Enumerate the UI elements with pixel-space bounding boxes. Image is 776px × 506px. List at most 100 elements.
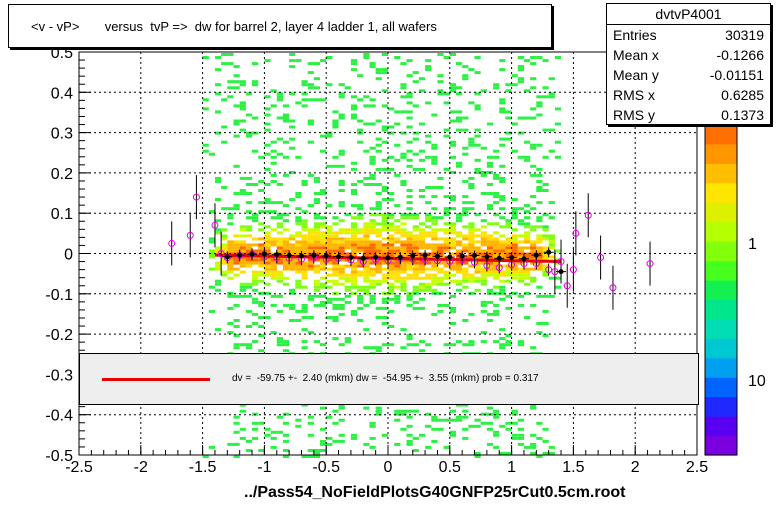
heatmap-cell [326, 297, 333, 301]
heatmap-cell [375, 346, 382, 350]
x-axis-title: ../Pass54_NoFieldPlotsG40GNFP25rCut0.5cm… [244, 484, 626, 501]
heatmap-cell [443, 445, 450, 449]
heatmap-cell [406, 249, 413, 253]
heatmap-cell [400, 270, 407, 274]
heatmap-cell [394, 225, 401, 229]
heatmap-cell [369, 267, 376, 271]
heatmap-cell [363, 288, 370, 292]
heatmap-cell [443, 101, 450, 105]
heatmap-cell [462, 243, 469, 247]
heatmap-cell [437, 186, 444, 189]
heatmap-cell [406, 439, 413, 443]
heatmap-cell [332, 267, 339, 271]
heatmap-cell [548, 77, 555, 81]
heatmap-cell [375, 228, 382, 232]
heatmap-cell [338, 282, 345, 286]
heatmap-cell [511, 409, 518, 413]
black-point [410, 253, 416, 259]
heatmap-cell [425, 213, 432, 217]
heatmap-cell [369, 98, 376, 102]
heatmap-cell [375, 167, 382, 171]
heatmap-cell [332, 231, 339, 235]
heatmap-cell [301, 306, 308, 310]
heatmap-cell [462, 273, 469, 277]
heatmap-cell [208, 152, 215, 156]
heatmap-cell [437, 270, 444, 274]
heatmap-cell [326, 240, 333, 244]
heatmap-cell [412, 80, 419, 84]
heatmap-cell [338, 240, 345, 244]
heatmap-cell [332, 237, 339, 241]
heatmap-cell [394, 240, 401, 244]
heatmap-cell [536, 180, 543, 183]
heatmap-cell [301, 222, 308, 226]
heatmap-cell [406, 334, 413, 338]
heatmap-cell [245, 183, 253, 186]
heatmap-cell [431, 207, 438, 211]
heatmap-cell [486, 183, 494, 186]
heatmap-cell [252, 288, 259, 292]
heatmap-cell [375, 264, 382, 268]
heatmap-cell [215, 282, 222, 286]
heatmap-cell [270, 237, 277, 241]
heatmap-cell [542, 234, 549, 238]
heatmap-cell [258, 421, 265, 425]
heatmap-cell [381, 53, 388, 56]
heatmap-cell [530, 346, 537, 350]
heatmap-cell [295, 59, 302, 63]
heatmap-cell [369, 240, 376, 244]
heatmap-cell [505, 83, 512, 87]
heatmap-cell [388, 309, 395, 313]
heatmap-cell [449, 267, 456, 271]
heatmap-cell [357, 128, 364, 132]
heatmap-cell [449, 430, 456, 434]
heatmap-cell [320, 276, 327, 280]
heatmap-cell [437, 243, 444, 247]
heatmap-cell [313, 294, 320, 298]
heatmap-cell [474, 424, 481, 428]
heatmap-cell [486, 240, 494, 244]
heatmap-cell [350, 276, 358, 280]
heatmap-cell [295, 195, 302, 199]
heatmap-cell [282, 349, 290, 353]
heatmap-cell [357, 140, 364, 144]
chart-title-box: <v - vP> versus tvP => dw for barrel 2, … [8, 4, 552, 48]
heatmap-cell [221, 261, 228, 265]
heatmap-cell [338, 249, 345, 253]
heatmap-cell [326, 279, 333, 283]
heatmap-cell [258, 201, 265, 205]
heatmap-cell [282, 116, 290, 120]
heatmap-cell [394, 219, 401, 223]
heatmap-cell [202, 56, 209, 59]
heatmap-cell [350, 267, 358, 271]
heatmap-cell [499, 59, 506, 63]
heatmap-cell [474, 158, 481, 162]
heatmap-cell [363, 149, 370, 153]
heatmap-cell [381, 322, 388, 325]
heatmap-cell [499, 285, 506, 289]
heatmap-cell [289, 319, 296, 322]
heatmap-cell [400, 86, 407, 90]
heatmap-cell [252, 183, 259, 186]
heatmap-cell [449, 243, 456, 247]
heatmap-cell [493, 445, 500, 449]
heatmap-cell [468, 228, 475, 232]
heatmap-cell [221, 228, 228, 232]
heatmap-cell [548, 243, 555, 247]
heatmap-cell [443, 56, 450, 59]
heatmap-cell [493, 201, 500, 205]
heatmap-cell [338, 403, 345, 407]
heatmap-cell [524, 237, 531, 241]
heatmap-cell [499, 240, 506, 244]
heatmap-cell [289, 137, 296, 141]
heatmap-cell [375, 77, 382, 81]
heatmap-cell [215, 261, 222, 265]
heatmap-cell [233, 273, 240, 277]
heatmap-cell [295, 424, 302, 428]
heatmap-cell [270, 155, 277, 159]
heatmap-cell [468, 252, 475, 256]
heatmap-cell [505, 116, 512, 120]
heatmap-cell [282, 421, 290, 425]
heatmap-cell [221, 207, 228, 211]
heatmap-cell [233, 234, 240, 238]
